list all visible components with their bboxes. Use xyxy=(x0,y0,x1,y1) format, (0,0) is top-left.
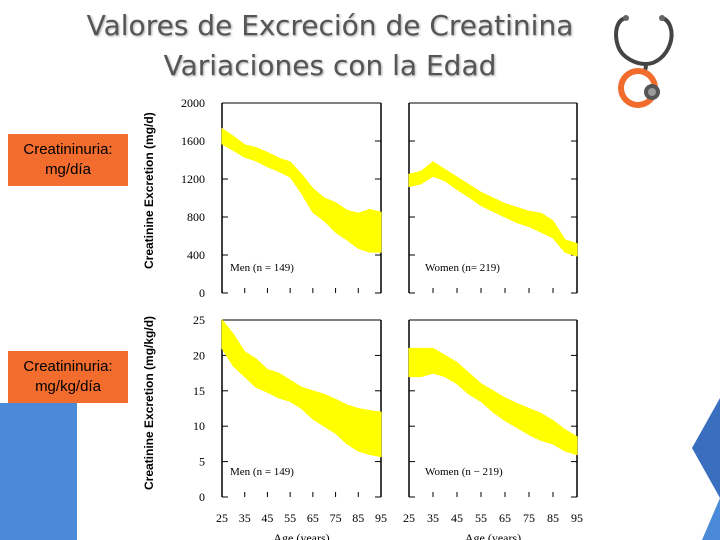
legend-label: Men (n = 149) xyxy=(230,262,294,274)
x-tick-label: 85 xyxy=(352,511,364,525)
x-tick-label: 95 xyxy=(571,511,583,525)
x-tick-label: 35 xyxy=(239,511,251,525)
legend-label: Men (n = 149) xyxy=(230,466,294,478)
x-tick-label: 55 xyxy=(284,511,296,525)
x-tick-label: 45 xyxy=(451,511,463,525)
y-tick-label: 0 xyxy=(199,286,205,300)
y-tick-label: 10 xyxy=(193,419,205,433)
label-mg-dia: Creatininuria: mg/día xyxy=(8,134,128,186)
confidence-band xyxy=(221,127,382,253)
top-ylabel: Creatinine Excretion (mg/d) xyxy=(142,112,156,269)
y-tick-label: 15 xyxy=(193,384,205,398)
x-tick-label: 35 xyxy=(427,511,439,525)
x-axis-label: Age (years) xyxy=(465,531,521,540)
x-tick-label: 45 xyxy=(261,511,273,525)
y-tick-label: 800 xyxy=(187,210,205,224)
x-tick-label: 55 xyxy=(475,511,487,525)
x-tick-label: 75 xyxy=(330,511,342,525)
corner-decoration xyxy=(692,398,720,540)
y-tick-label: 2000 xyxy=(181,96,205,110)
stethoscope-icon xyxy=(614,15,674,108)
x-axis-label: Age (years) xyxy=(273,531,329,540)
y-tick-label: 1200 xyxy=(181,172,205,186)
label-mg-kg-dia: Creatininuria: mg/kg/día xyxy=(8,351,128,403)
x-tick-label: 85 xyxy=(547,511,559,525)
y-tick-label: 5 xyxy=(199,455,205,469)
y-tick-label: 400 xyxy=(187,248,205,262)
confidence-band xyxy=(221,318,382,458)
legend-label: Women (n − 219) xyxy=(425,466,503,478)
y-tick-label: 0 xyxy=(199,490,205,504)
y-tick-label: 1600 xyxy=(181,134,205,148)
title-line-2: Variaciones con la Edad xyxy=(163,49,497,82)
slide-title: Valores de Excreción de Creatinina Varia… xyxy=(40,6,620,86)
accent-bar xyxy=(0,403,77,540)
confidence-band xyxy=(408,161,578,257)
bottom-ylabel: Creatinine Excretion (mg/kg/d) xyxy=(142,316,156,490)
x-tick-label: 75 xyxy=(523,511,535,525)
x-tick-label: 65 xyxy=(499,511,511,525)
confidence-band xyxy=(408,347,578,456)
x-tick-label: 25 xyxy=(403,511,415,525)
x-tick-label: 65 xyxy=(307,511,319,525)
y-tick-label: 20 xyxy=(193,348,205,362)
y-tick-label: 25 xyxy=(193,313,205,327)
legend-label: Women (n= 219) xyxy=(425,262,500,274)
x-tick-label: 25 xyxy=(216,511,228,525)
title-line-1: Valores de Excreción de Creatinina xyxy=(86,9,574,42)
x-tick-label: 95 xyxy=(375,511,387,525)
